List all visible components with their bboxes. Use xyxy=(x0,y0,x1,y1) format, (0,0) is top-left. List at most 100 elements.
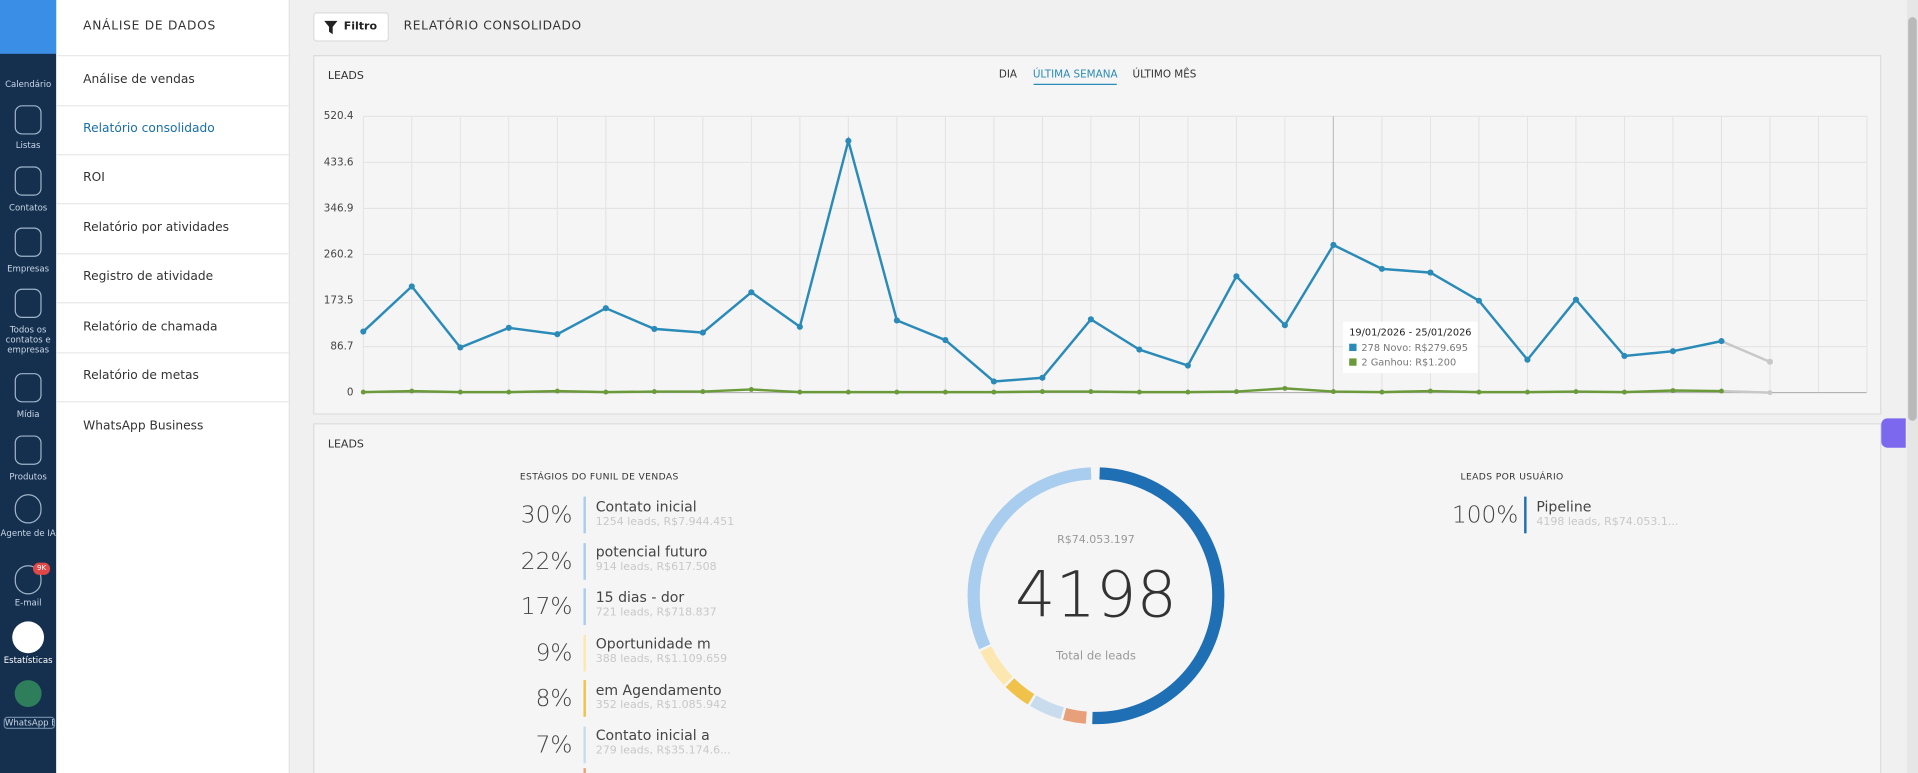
row-bar xyxy=(583,768,586,773)
nav-item[interactable]: WhatsApp Business xyxy=(83,419,204,434)
point xyxy=(360,328,367,335)
separator xyxy=(56,203,289,205)
nav-item[interactable]: Relatório de metas xyxy=(83,369,199,383)
point xyxy=(602,305,609,312)
badge: 9K xyxy=(33,562,51,575)
sidebar-item[interactable]: WhatsApp B xyxy=(3,716,56,730)
chart-title: LEADS xyxy=(328,69,364,82)
separator xyxy=(56,105,289,107)
scroll-thumb[interactable] xyxy=(1908,17,1917,421)
sidebar-item[interactable]: Agente de IA xyxy=(0,528,56,539)
tab[interactable]: DIA xyxy=(999,69,1018,81)
donut-value: R$74.053.197 xyxy=(1057,534,1135,547)
sidebar-item[interactable]: Mídia xyxy=(16,409,40,420)
row-name: em Agendamento xyxy=(595,681,722,699)
point xyxy=(1766,358,1774,365)
sidebar-item[interactable]: Empresas xyxy=(7,264,50,274)
point xyxy=(748,387,754,392)
point xyxy=(1621,352,1628,360)
row-bar xyxy=(583,680,586,717)
row-bar xyxy=(583,496,586,534)
icon xyxy=(14,680,42,708)
point xyxy=(408,283,415,290)
point xyxy=(991,389,997,395)
point xyxy=(1719,388,1724,394)
tab[interactable]: ÚLTIMO MÊS xyxy=(1133,68,1197,81)
point xyxy=(1767,390,1773,396)
nav-item[interactable]: Análise de vendas xyxy=(83,73,195,87)
separator xyxy=(56,302,289,304)
point xyxy=(1233,389,1239,395)
separator xyxy=(56,352,289,354)
point xyxy=(699,329,706,336)
sidebar-item[interactable]: Estatísticas xyxy=(3,655,53,666)
assistant-button[interactable] xyxy=(1881,418,1906,448)
logo[interactable] xyxy=(0,0,57,54)
separator xyxy=(56,401,289,403)
row-name: Oportunidade m xyxy=(595,634,711,652)
row-bar xyxy=(583,588,586,626)
tooltip-swatch xyxy=(1349,343,1357,352)
icon xyxy=(14,565,42,595)
point xyxy=(1087,316,1094,323)
point xyxy=(1572,296,1580,303)
row-percent: 30% xyxy=(520,501,573,529)
tooltip-line: 2 Ganhou: R$1.200 xyxy=(1361,358,1456,369)
point xyxy=(1233,273,1240,280)
nav-item[interactable]: ROI xyxy=(83,171,105,185)
filter-icon xyxy=(324,20,338,35)
point xyxy=(1136,346,1143,353)
point xyxy=(1281,322,1288,329)
point xyxy=(1330,241,1337,249)
icon xyxy=(14,227,42,257)
nav-item-active[interactable]: Relatório consolidado xyxy=(83,122,215,136)
y-tick-label: 520.4 xyxy=(324,110,354,122)
nav-item[interactable]: Registro de atividade xyxy=(83,270,214,284)
sidebar-item[interactable]: Produtos xyxy=(9,472,47,482)
point xyxy=(1669,348,1677,355)
section-title: ESTÁGIOS DO FUNIL DE VENDAS xyxy=(519,470,679,482)
row-name: Pipeline xyxy=(1536,497,1592,515)
row-detail: 279 leads, R$35.174.6... xyxy=(595,744,731,758)
nav-item[interactable]: Relatório de chamada xyxy=(83,320,218,334)
filter-button[interactable]: Filtro xyxy=(313,12,389,42)
point xyxy=(1185,389,1191,395)
icon xyxy=(14,373,42,403)
line-chart: LEADS DIA ÚLTIMA SEMANA ÚLTIMO MÊS 0 86.7… xyxy=(324,68,1868,399)
nav-title: ANÁLISE DE DADOS xyxy=(83,19,217,34)
point xyxy=(1379,389,1385,395)
row-name: Contato inicial a xyxy=(595,726,710,744)
point xyxy=(603,389,609,395)
point xyxy=(1524,389,1530,395)
partial-segment xyxy=(1721,389,1771,394)
point xyxy=(360,389,366,395)
sidebar-item[interactable]: Todos os contatos e empresas xyxy=(5,325,51,355)
row-name: Contato inicial xyxy=(595,497,697,515)
row-name: 15 dias - dor xyxy=(595,588,685,606)
sidebar-item[interactable]: Contatos xyxy=(8,203,48,213)
nav-item[interactable]: Relatório por atividades xyxy=(83,221,230,235)
donut xyxy=(967,467,1225,725)
tab-active[interactable]: ÚLTIMA SEMANA xyxy=(1033,68,1119,81)
row-percent: 100% xyxy=(1451,501,1519,529)
icon xyxy=(14,105,42,135)
sidebar-item[interactable]: Calendário xyxy=(5,79,52,90)
sidebar-item[interactable]: Listas xyxy=(15,140,41,151)
tooltip-swatch xyxy=(1349,358,1357,366)
icon xyxy=(14,288,42,319)
separator xyxy=(56,154,289,156)
y-tick-label: 346.9 xyxy=(324,202,354,214)
point xyxy=(457,344,464,351)
scrollbar[interactable] xyxy=(1906,0,1918,773)
sidebar-item[interactable]: E-mail xyxy=(14,598,42,608)
tooltip-line: 278 Novo: R$279.695 xyxy=(1361,343,1468,354)
point xyxy=(1427,388,1433,394)
filter-label: Filtro xyxy=(343,20,378,34)
point xyxy=(845,137,852,144)
point xyxy=(1524,356,1531,363)
point xyxy=(554,388,560,394)
y-tick-label: 86.7 xyxy=(330,341,353,353)
point xyxy=(1475,297,1482,304)
point xyxy=(1476,389,1482,395)
y-tick-label: 0 xyxy=(347,387,354,399)
